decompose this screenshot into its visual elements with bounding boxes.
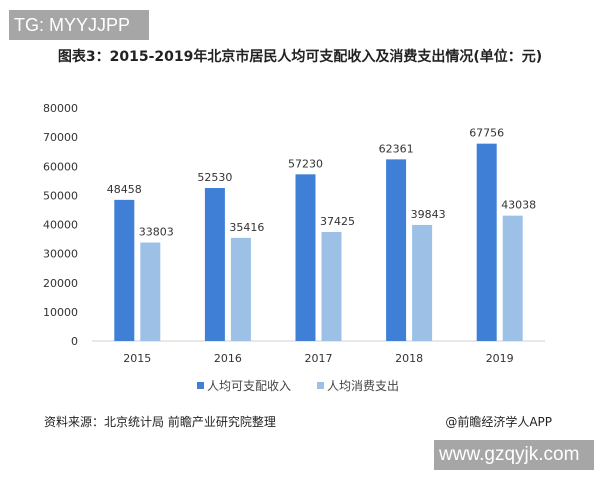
bar-2016-1 [230,237,251,341]
y-tick-label: 80000 [43,102,78,115]
x-tick-label: 2017 [305,352,333,365]
legend-label: 人均消费支出 [327,379,399,393]
bar-2019-0 [476,143,497,341]
bar-2018-1 [412,224,433,341]
data-label: 62361 [379,142,414,155]
bar-2019-1 [502,215,523,341]
x-tick-label: 2019 [486,352,514,365]
data-label: 52530 [197,171,232,184]
data-label: 57230 [288,157,323,170]
credit-note: @前瞻经济学人APP [445,415,552,429]
bar-2015-1 [140,242,161,341]
y-tick-label: 30000 [43,248,78,261]
data-label: 43038 [501,199,536,212]
y-tick-label: 70000 [43,131,78,144]
y-tick-label: 10000 [43,306,78,319]
source-note: 资料来源：北京统计局 前瞻产业研究院整理 [44,415,276,429]
legend-swatch [317,382,324,389]
data-label: 67756 [469,127,504,140]
watermark-top: TG: MYYJJPP [9,10,149,40]
data-label: 39843 [411,208,446,221]
bar-2017-1 [321,231,342,341]
data-label: 33803 [139,226,174,239]
x-tick-label: 2018 [395,352,423,365]
y-tick-label: 40000 [43,219,78,232]
x-tick-label: 2015 [123,352,151,365]
data-label: 35416 [229,221,264,234]
bar-2018-0 [386,159,407,341]
data-label: 48458 [107,183,142,196]
y-tick-label: 60000 [43,160,78,173]
watermark-bottom: www.gzqyjk.com [434,440,594,470]
legend-label: 人均可支配收入 [207,379,291,393]
x-tick-label: 2016 [214,352,242,365]
bar-2015-0 [114,199,135,341]
bar-2016-0 [204,188,225,341]
data-label: 37425 [320,215,355,228]
chart-title: 图表3：2015-2019年北京市居民人均可支配收入及消费支出情况(单位：元) [57,49,543,65]
legend-swatch [197,382,204,389]
bar-2017-0 [295,174,316,341]
y-tick-label: 0 [71,335,78,348]
y-tick-label: 50000 [43,189,78,202]
y-tick-label: 20000 [43,277,78,290]
